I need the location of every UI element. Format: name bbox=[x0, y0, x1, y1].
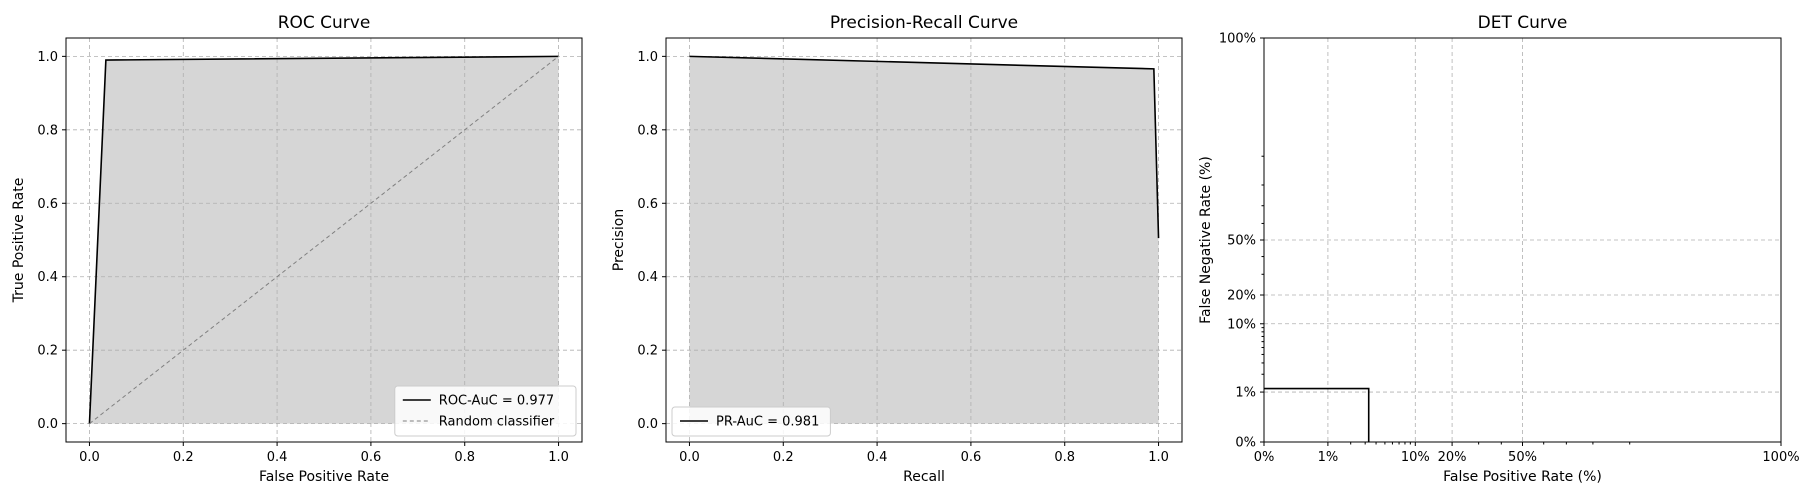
legend: PR-AuC = 0.981 bbox=[671, 406, 831, 437]
y-tick-label: 50% bbox=[1227, 234, 1256, 249]
x-tick-label: 0% bbox=[1254, 450, 1275, 465]
x-axis-label: False Positive Rate (%) bbox=[1443, 469, 1602, 485]
y-tick-label: 10% bbox=[1227, 317, 1256, 332]
y-tick-label: 0.4 bbox=[37, 270, 58, 285]
y-axis-label: Precision bbox=[611, 209, 627, 271]
series-line-1 bbox=[1264, 387, 1370, 442]
y-tick-label: 20% bbox=[1227, 289, 1256, 304]
x-tick-label: 0.6 bbox=[961, 450, 982, 465]
y-tick-label: 0.2 bbox=[37, 344, 58, 359]
y-tick-label: 0.0 bbox=[37, 417, 58, 432]
x-axis-label: False Positive Rate bbox=[259, 469, 389, 485]
legend-box bbox=[671, 406, 831, 437]
y-tick-label: 1.0 bbox=[637, 50, 658, 65]
chart-title: ROC Curve bbox=[278, 13, 371, 33]
x-tick-label: 0.4 bbox=[267, 450, 288, 465]
y-tick-label: 0% bbox=[1235, 436, 1256, 451]
x-tick-label: 50% bbox=[1508, 450, 1537, 465]
y-tick-label: 0.8 bbox=[637, 123, 658, 138]
legend-label: PR-AuC = 0.981 bbox=[716, 415, 819, 430]
plot-frame bbox=[665, 37, 1183, 443]
x-tick-label: 0.4 bbox=[867, 450, 888, 465]
x-tick-label: 0.0 bbox=[679, 450, 700, 465]
x-tick-label: 0.2 bbox=[173, 450, 194, 465]
y-tick-label: 100% bbox=[1219, 32, 1256, 47]
series-line-2 bbox=[89, 55, 559, 425]
x-tick-label: 1% bbox=[1318, 450, 1339, 465]
chart-title: DET Curve bbox=[1478, 13, 1568, 33]
legend-label: Random classifier bbox=[439, 415, 555, 430]
x-tick-label: 0.0 bbox=[79, 450, 100, 465]
plot-frame bbox=[65, 37, 583, 443]
y-tick-label: 1% bbox=[1235, 386, 1256, 401]
legend: ROC-AuC = 0.977 Random classifier bbox=[394, 385, 577, 437]
y-tick-label: 0.8 bbox=[37, 123, 58, 138]
x-tick-label: 1.0 bbox=[548, 450, 569, 465]
x-tick-label: 0.6 bbox=[361, 450, 382, 465]
chart-title: Precision-Recall Curve bbox=[830, 13, 1018, 33]
legend-box bbox=[394, 385, 577, 437]
x-tick-label: 100% bbox=[1762, 450, 1799, 465]
y-tick-label: 0.6 bbox=[37, 197, 58, 212]
series-line-1 bbox=[689, 55, 1160, 239]
x-tick-label: 20% bbox=[1438, 450, 1467, 465]
y-tick-label: 0.0 bbox=[637, 417, 658, 432]
chart-panel-3: 0% 1% 10% 20% 50% 100% 0% 1% 10% 20% 50% 100% DET Cu… bbox=[1198, 13, 1800, 485]
x-tick-label: 10% bbox=[1401, 450, 1430, 465]
y-tick-label: 1.0 bbox=[37, 50, 58, 65]
chart-panel-1: 0.0 0.2 0.4 0.6 0.8 1.0 0.0 0.2 0.4 0.6 0.8 1.0 ROC … bbox=[11, 13, 583, 485]
y-tick-label: 0.4 bbox=[637, 270, 658, 285]
legend-label: ROC-AuC = 0.977 bbox=[439, 394, 554, 409]
series-line-1 bbox=[88, 55, 559, 424]
y-tick-label: 0.2 bbox=[637, 344, 658, 359]
chart-panel-2: 0.0 0.2 0.4 0.6 0.8 1.0 0.0 0.2 0.4 0.6 0.8 1.0 Prec… bbox=[611, 13, 1183, 485]
area-fill-1 bbox=[689, 56, 1159, 424]
y-axis-label: False Negative Rate (%) bbox=[1198, 156, 1214, 324]
x-tick-label: 1.0 bbox=[1148, 450, 1169, 465]
x-tick-label: 0.2 bbox=[773, 450, 794, 465]
x-tick-label: 0.8 bbox=[1054, 450, 1075, 465]
y-tick-label: 0.6 bbox=[637, 197, 658, 212]
y-axis-label: True Positive Rate bbox=[11, 178, 27, 304]
x-tick-label: 0.8 bbox=[454, 450, 475, 465]
x-axis-label: Recall bbox=[903, 469, 945, 485]
